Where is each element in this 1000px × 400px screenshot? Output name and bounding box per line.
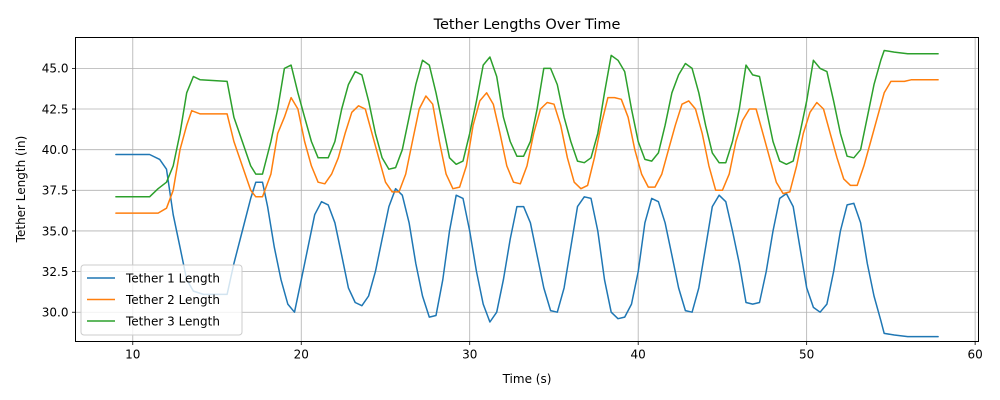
legend-label: Tether 3 Length: [125, 314, 220, 328]
chart-title: Tether Lengths Over Time: [433, 17, 621, 33]
x-tick-label: 20: [294, 348, 309, 362]
plot-frame: [75, 37, 979, 342]
x-tick-label: 60: [967, 348, 982, 362]
legend-box: [80, 264, 243, 336]
x-axis-label: Time (s): [502, 372, 552, 386]
y-tick-label: 45.0: [42, 62, 69, 76]
x-tick-label: 40: [631, 348, 646, 362]
series-line-tether-3: [115, 49, 939, 198]
series-line-tether-1: [115, 153, 939, 338]
y-tick-label: 37.5: [42, 184, 69, 198]
x-tick-label: 10: [125, 348, 140, 362]
y-tick-label: 42.5: [42, 102, 69, 116]
x-tick-label: 30: [462, 348, 477, 362]
y-tick-label: 30.0: [42, 306, 69, 320]
legend: Tether 1 Length Tether 2 Length Tether 3 L…: [80, 264, 243, 336]
series-line-tether-2: [115, 79, 939, 214]
x-tick-label: 50: [799, 348, 814, 362]
series-group: [115, 49, 939, 338]
y-tick-label: 32.5: [42, 265, 69, 279]
legend-label: Tether 2 Length: [125, 293, 220, 307]
y-axis-label: Tether Length (in): [14, 136, 28, 244]
legend-label: Tether 1 Length: [125, 271, 220, 285]
ticks-group: 10 20 30 40 50 60 30.0 32.5 35.0 37.5 40.0 42.5 45.0: [42, 62, 983, 362]
y-tick-label: 40.0: [42, 143, 69, 157]
y-tick-label: 35.0: [42, 224, 69, 238]
